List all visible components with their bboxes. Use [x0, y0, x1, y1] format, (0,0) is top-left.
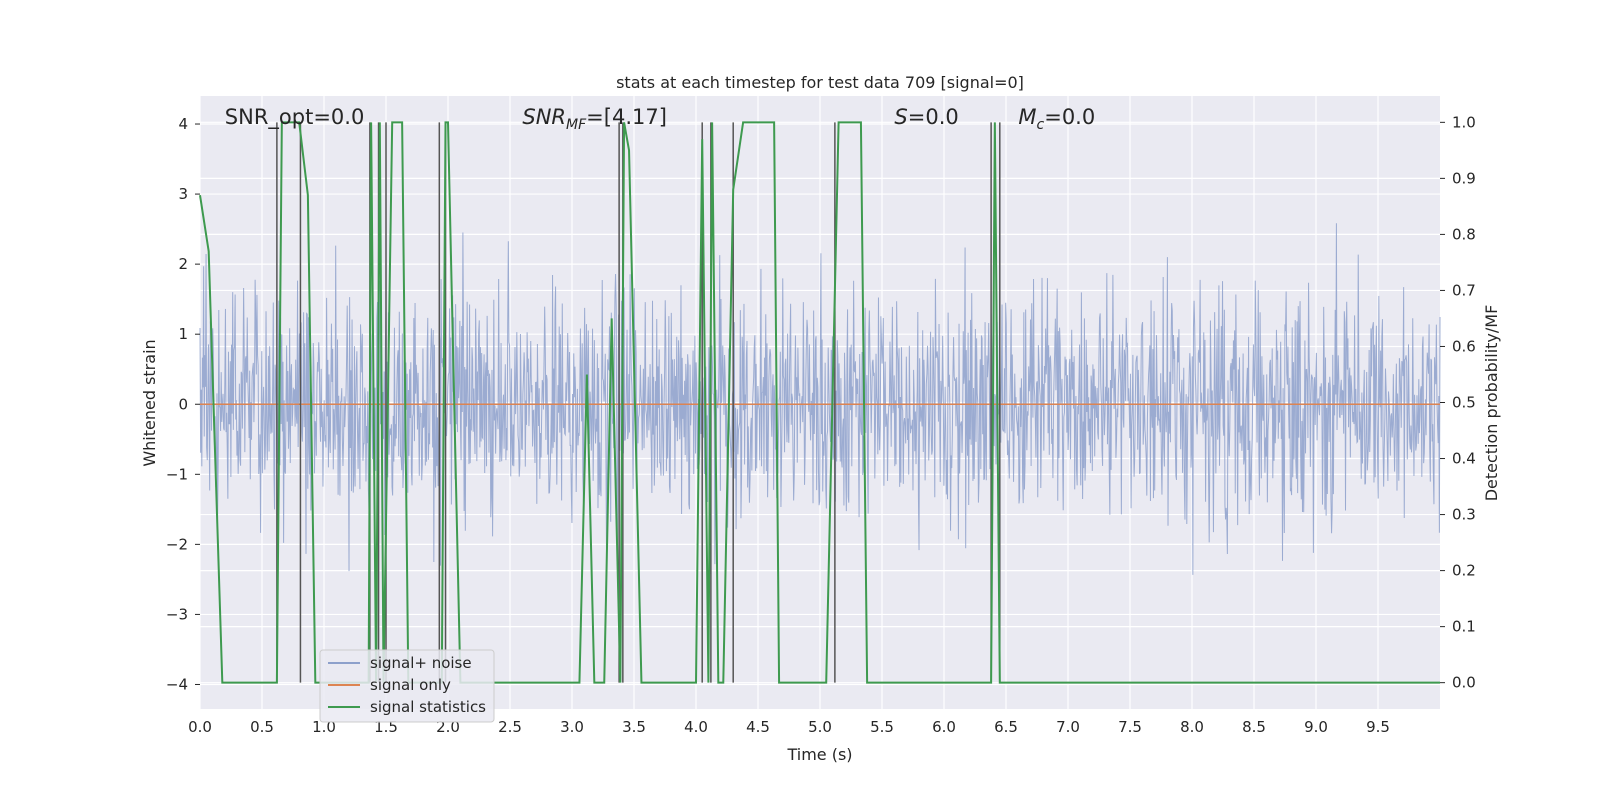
- y-right-axis-label: Detection probability/MF: [1482, 305, 1501, 502]
- chart-title: stats at each timestep for test data 709…: [616, 73, 1024, 92]
- legend-label-signal-statistics: signal statistics: [370, 698, 486, 716]
- y-right-tick-label: 0.1: [1452, 618, 1476, 636]
- y-right-tick-label: 0.2: [1452, 562, 1476, 580]
- x-tick-label: 0.0: [188, 718, 212, 736]
- x-tick-label: 9.0: [1304, 718, 1328, 736]
- annotation: Mc=0.0: [1018, 105, 1095, 133]
- annotation: SNR_opt=0.0: [225, 105, 365, 130]
- y-left-tick-label: −1: [166, 465, 188, 483]
- y-right-tick-label: 0.8: [1452, 225, 1476, 243]
- x-axis-label: Time (s): [786, 745, 852, 764]
- y-left-tick-label: −2: [166, 535, 188, 553]
- y-right-axis-ticks: 0.0 0.1 0.2 0.3 0.4 0.5 0.6 0.7 0.8 0.9 1.0: [1440, 113, 1476, 692]
- y-right-tick-label: 0.5: [1452, 394, 1476, 412]
- y-right-tick-label: 0.6: [1452, 337, 1476, 355]
- y-left-axis-ticks: −4 −3 −2 −1 0 1 2 3 4: [166, 115, 200, 693]
- y-right-tick-label: 0.3: [1452, 506, 1476, 524]
- x-tick-label: 4.0: [684, 718, 708, 736]
- x-tick-label: 5.0: [808, 718, 832, 736]
- y-left-tick-label: 4: [178, 115, 188, 133]
- x-tick-label: 2.5: [498, 718, 522, 736]
- y-right-tick-label: 0.9: [1452, 169, 1476, 187]
- x-tick-label: 4.5: [746, 718, 770, 736]
- y-left-tick-label: 0: [178, 395, 188, 413]
- x-tick-label: 6.0: [932, 718, 956, 736]
- x-tick-label: 3.0: [560, 718, 584, 736]
- y-right-tick-label: 0.7: [1452, 281, 1476, 299]
- y-left-tick-label: 1: [178, 325, 188, 343]
- x-tick-label: 3.5: [622, 718, 646, 736]
- y-left-tick-label: 2: [178, 255, 188, 273]
- y-left-tick-label: 3: [178, 185, 188, 203]
- x-tick-label: 7.5: [1118, 718, 1142, 736]
- x-tick-label: 9.5: [1366, 718, 1390, 736]
- x-tick-label: 0.5: [250, 718, 274, 736]
- annotation: S=0.0: [894, 105, 958, 129]
- y-left-axis-label: Whitened strain: [140, 339, 159, 466]
- x-tick-label: 8.5: [1242, 718, 1266, 736]
- x-tick-label: 8.0: [1180, 718, 1204, 736]
- annotation: SNRMF=[4.17]: [522, 105, 667, 133]
- legend: signal+ noise signal only signal statist…: [319, 649, 495, 723]
- x-tick-label: 7.0: [1056, 718, 1080, 736]
- legend-label-signal-noise: signal+ noise: [370, 654, 472, 672]
- x-tick-label: 5.5: [870, 718, 894, 736]
- y-left-tick-label: −4: [166, 675, 188, 693]
- x-tick-label: 6.5: [994, 718, 1018, 736]
- y-right-tick-label: 0.0: [1452, 674, 1476, 692]
- y-left-tick-label: −3: [166, 605, 188, 623]
- y-right-tick-label: 0.4: [1452, 450, 1476, 468]
- y-right-tick-label: 1.0: [1452, 113, 1476, 131]
- legend-label-signal-only: signal only: [370, 676, 451, 694]
- annotations: SNR_opt=0.0 SNRMF=[4.17] S=0.0 Mc=0.0: [225, 105, 1095, 133]
- legend-box: [319, 649, 495, 723]
